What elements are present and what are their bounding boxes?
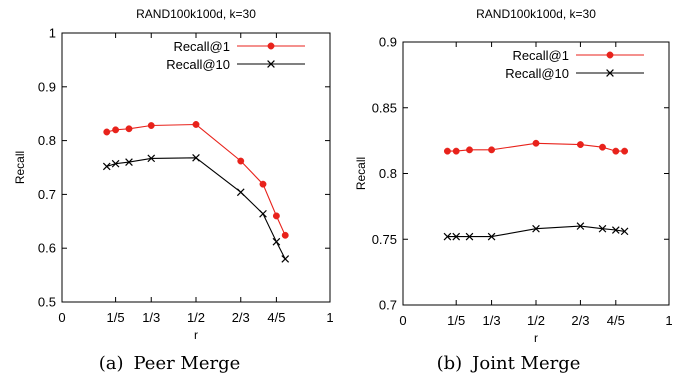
data-point-recall-10 — [102, 162, 111, 171]
data-point-recall-1 — [192, 121, 200, 128]
data-point-recall-1 — [272, 212, 280, 220]
series-line-recall-1 — [106, 123, 286, 236]
y-tick-label: 0.9 — [38, 79, 56, 94]
data-point-recall-10 — [281, 255, 290, 263]
data-point-recall-10 — [611, 226, 620, 234]
legend: Recall@1 Recall@10 — [505, 48, 644, 81]
caption-text: Peer Merge — [133, 353, 241, 374]
data-point-recall-1 — [443, 147, 451, 155]
data-point-recall-1 — [488, 146, 496, 154]
data-point-recall-1 — [612, 147, 620, 155]
x-tick-label: 4/5 — [267, 310, 285, 325]
plot-frame — [61, 32, 331, 303]
y-tick-label: 0.85 — [372, 100, 397, 115]
y-tick-label: 0.8 — [38, 133, 56, 148]
chart-joint-merge: RAND100k100d, k=30 0.7 0.75 0.8 0.85 0.9 0 1/5 1… — [354, 7, 673, 345]
caption-peer-merge: (a) Peer Merge — [0, 353, 339, 374]
caption-joint-merge: (b) Joint Merge — [339, 353, 678, 374]
legend-marker-recall-10 — [267, 60, 275, 68]
legend-marker-recall-1 — [606, 51, 614, 59]
caption-text: Joint Merge — [472, 353, 581, 374]
data-point-recall-10 — [111, 159, 120, 168]
legend: Recall@1 Recall@10 — [166, 39, 305, 72]
data-point-recall-1 — [281, 231, 289, 239]
data-point-recall-10 — [598, 224, 607, 233]
panel-peer-merge: RAND100k100d, k=30 0.5 0.6 0.7 0.8 0.9 1 0 1/5 1/… — [0, 7, 339, 374]
legend-label-recall-10: Recall@10 — [166, 57, 230, 72]
legend-marker-recall-1 — [267, 42, 275, 50]
data-point-recall-1 — [112, 126, 120, 134]
legend-marker-recall-10 — [606, 69, 614, 77]
x-tick-label: 1 — [326, 310, 333, 325]
chart-title: RAND100k100d, k=30 — [136, 7, 256, 21]
caption-tag: (b) — [436, 353, 463, 374]
series-line-recall-10 — [447, 225, 625, 238]
x-tick-label: 1/5 — [447, 313, 465, 328]
y-tick-label: 0.6 — [38, 241, 56, 256]
data-point-recall-1 — [452, 147, 460, 155]
x-tick-label: 4/5 — [607, 313, 625, 328]
data-point-recall-10 — [487, 232, 496, 241]
x-tick-label: 1/5 — [107, 310, 125, 325]
data-point-recall-10 — [259, 209, 267, 218]
data-point-recall-1 — [576, 141, 584, 149]
y-tick-label: 0.75 — [372, 232, 397, 247]
data-point-recall-10 — [532, 224, 540, 233]
x-tick-label: 1/3 — [483, 313, 501, 328]
legend-label-recall-10: Recall@10 — [505, 66, 569, 81]
y-axis-label: Recall — [13, 151, 27, 184]
data-point-recall-10 — [576, 222, 585, 230]
x-tick-label: 1 — [665, 313, 672, 328]
series-line-recall-10 — [106, 157, 286, 260]
y-tick-label: 0.5 — [38, 295, 56, 310]
caption-tag: (a) — [98, 353, 124, 374]
y-tick-label: 1 — [49, 26, 56, 41]
data-point-recall-1 — [532, 139, 540, 147]
y-tick-label: 0.7 — [379, 298, 397, 313]
data-point-recall-10 — [620, 227, 629, 236]
data-point-recall-10 — [125, 158, 133, 166]
y-tick-label: 0.7 — [38, 187, 56, 202]
data-point-recall-10 — [452, 232, 461, 241]
data-point-recall-10 — [192, 153, 200, 162]
x-tick-label: 2/3 — [232, 310, 250, 325]
x-tick-label: 1/2 — [187, 310, 205, 325]
data-point-recall-1 — [103, 128, 111, 136]
legend-label-recall-1: Recall@1 — [512, 48, 569, 63]
x-tick-label: 1/3 — [142, 310, 160, 325]
chart-title: RAND100k100d, k=30 — [476, 7, 596, 21]
x-axis-label: r — [194, 328, 198, 342]
x-tick-label: 1/2 — [527, 313, 545, 328]
data-point-recall-10 — [147, 154, 156, 163]
data-point-recall-1 — [466, 146, 473, 154]
data-point-recall-1 — [125, 125, 133, 133]
x-tick-label: 0 — [399, 313, 406, 328]
x-tick-label: 0 — [58, 310, 65, 325]
plot-frame — [402, 41, 670, 306]
chart-peer-merge: RAND100k100d, k=30 0.5 0.6 0.7 0.8 0.9 1 0 1/5 1/… — [13, 7, 334, 342]
y-tick-label: 0.9 — [379, 35, 397, 50]
data-point-recall-10 — [443, 232, 452, 241]
x-tick-label: 2/3 — [571, 313, 589, 328]
data-point-recall-1 — [237, 157, 245, 165]
data-point-recall-10 — [272, 237, 281, 246]
y-axis-label: Recall — [354, 157, 368, 190]
data-point-recall-1 — [621, 147, 629, 155]
data-point-recall-10 — [465, 232, 474, 241]
data-point-recall-1 — [147, 122, 155, 129]
panel-joint-merge: RAND100k100d, k=30 0.7 0.75 0.8 0.85 0.9 0 1/5 1… — [339, 0, 678, 383]
legend-label-recall-1: Recall@1 — [173, 39, 230, 54]
x-axis-label: r — [534, 331, 538, 345]
data-point-recall-10 — [236, 188, 245, 197]
data-point-recall-1 — [259, 180, 267, 188]
data-point-recall-1 — [599, 143, 606, 151]
y-tick-label: 0.8 — [379, 166, 397, 181]
